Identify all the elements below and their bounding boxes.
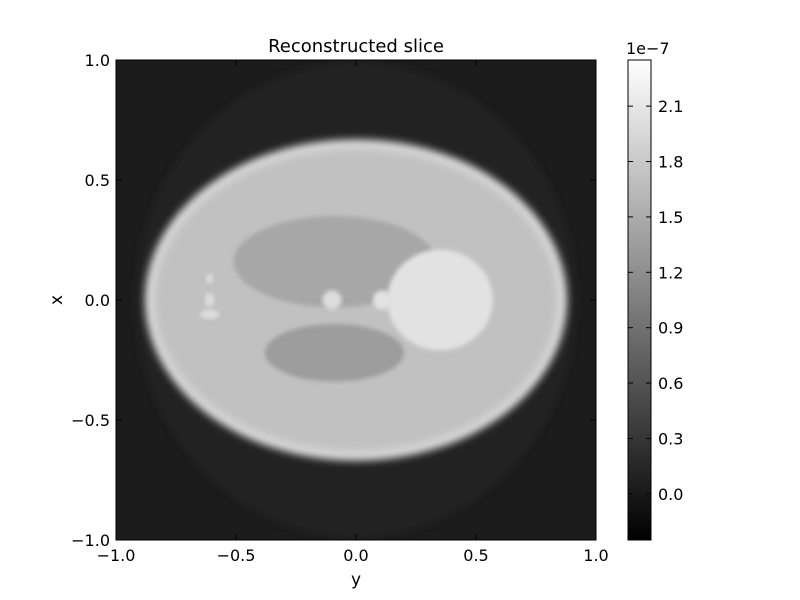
chart-title: Reconstructed slice <box>268 36 444 57</box>
x-tick-label: −0.5 <box>217 546 256 565</box>
small-spot-left <box>322 290 342 310</box>
left-spot-3 <box>200 309 220 320</box>
left-spot-2 <box>204 292 215 308</box>
colorbar-tick-label: 0.3 <box>658 429 683 448</box>
y-axis-label: x <box>47 295 67 305</box>
left-spot-1 <box>206 273 214 284</box>
lower-dark-ellipse <box>264 324 404 382</box>
image-layer <box>135 62 577 538</box>
colorbar: 1e−7 0.0 0.3 0.6 0.9 1.2 1.5 1.8 2.1 <box>626 39 683 541</box>
colorbar-tick-label: 1.8 <box>658 153 683 172</box>
y-tick-label: −1.0 <box>71 531 110 550</box>
upper-dark-ellipse <box>233 216 436 308</box>
colorbar-ticks: 0.0 0.3 0.6 0.9 1.2 1.5 1.8 2.1 <box>628 97 683 504</box>
colorbar-tick-label: 1.5 <box>658 208 683 227</box>
colorbar-gradient <box>627 59 652 541</box>
bright-circle <box>387 249 493 351</box>
y-tick-label: 0.0 <box>85 291 110 310</box>
colorbar-tick-label: 1.2 <box>658 263 683 282</box>
colorbar-tick-label: 2.1 <box>658 97 683 116</box>
x-tick-label: −1.0 <box>97 546 136 565</box>
colorbar-tick-label: 0.6 <box>658 374 683 393</box>
x-tick-label: 1.0 <box>583 546 608 565</box>
plot-area <box>115 59 597 541</box>
y-tick-label: 1.0 <box>85 51 110 70</box>
x-axis-label: y <box>351 570 361 590</box>
y-tick-label: −0.5 <box>71 411 110 430</box>
small-spot-right <box>372 290 392 310</box>
y-axis: 1.0 0.5 0.0 −0.5 −1.0 <box>71 51 596 550</box>
x-tick-label: 0.0 <box>343 546 368 565</box>
colorbar-tick-label: 0.0 <box>658 485 683 504</box>
colorbar-offset-label: 1e−7 <box>626 39 670 58</box>
colorbar-tick-label: 0.9 <box>658 319 683 338</box>
x-tick-label: 0.5 <box>463 546 488 565</box>
x-axis: −1.0 −0.5 0.0 0.5 1.0 <box>97 60 609 565</box>
y-tick-label: 0.5 <box>85 171 110 190</box>
